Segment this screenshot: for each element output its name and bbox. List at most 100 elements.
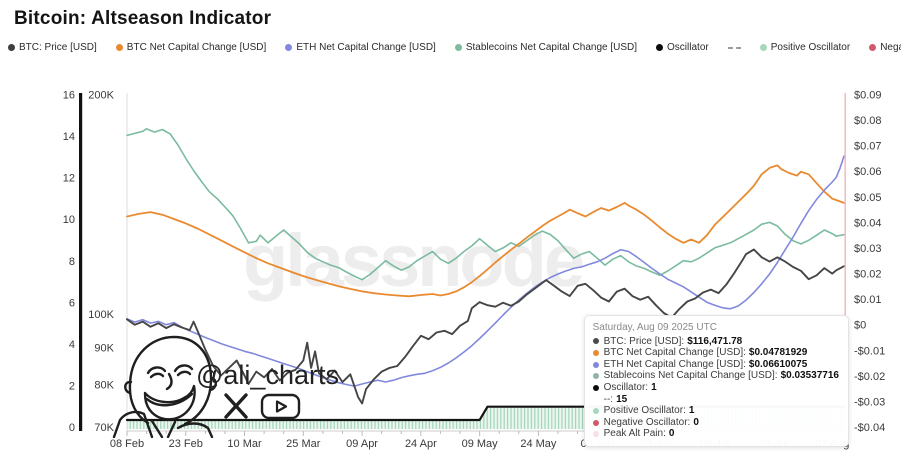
tooltip-row-value: 0 (693, 416, 699, 428)
tooltip-row: Positive Oscillator: 1 (592, 405, 839, 417)
left-axis-spine (79, 93, 83, 431)
tooltip-row-value: 1 (688, 405, 695, 417)
legend-dot-marker (759, 44, 767, 51)
legend-item-label: Oscillator (667, 42, 709, 53)
axis-tick-label: $0.09 (854, 90, 882, 102)
tooltip-row: --: 15 (593, 394, 839, 406)
axis-tick-label: -$0.04 (854, 422, 885, 434)
tooltip-row: Negative Oscillator: 0 (592, 416, 839, 429)
tooltip-row-label: Positive Oscillator: (603, 405, 686, 417)
tooltip-row-label: --: (603, 393, 614, 405)
tooltip-series-dot (592, 373, 599, 380)
ali-charts-watermark: @ali_charts (196, 360, 339, 390)
legend-dot-marker (656, 44, 664, 51)
tooltip-row: BTC Net Capital Change [USD]: $0.04781929 (592, 347, 839, 359)
tooltip-row-value: 15 (616, 393, 628, 405)
legend-item-label: BTC: Price [USD] (19, 42, 97, 53)
axis-tick-label: $0.05 (854, 192, 882, 204)
tooltip-row-value: 0 (668, 428, 675, 440)
axis-tick-label: 24 Apr (405, 438, 437, 450)
legend-item[interactable]: Negative Oscillator (869, 42, 901, 53)
axis-tick-label: 10 (63, 214, 75, 226)
legend-dot-marker (869, 44, 877, 51)
legend-item[interactable] (727, 46, 741, 49)
axis-tick-label: 24 May (520, 438, 557, 450)
axis-tick-label: $0.06 (854, 166, 882, 178)
axis-tick-label: -$0.02 (854, 371, 885, 383)
series-line (126, 128, 845, 281)
axis-tick-label: $0.02 (854, 269, 882, 281)
legend: BTC: Price [USD] BTC Net Capital Change [… (8, 42, 901, 53)
tooltip-series-dot (592, 419, 599, 426)
tooltip-row: Oscillator: 1 (592, 381, 839, 394)
axis-tick-label: 100K (88, 309, 114, 321)
legend-item[interactable]: BTC: Price [USD] (8, 42, 97, 53)
axis-tick-label: $0.07 (854, 141, 882, 153)
axis-tick-label: $0 (854, 320, 866, 332)
tooltip-row: Peak Alt Pain: 0 (592, 428, 839, 440)
tooltip-row-label: Oscillator: (603, 381, 649, 393)
tooltip-date: Saturday, Aug 09 2025 UTC (592, 322, 717, 333)
axis-tick-label: $0.08 (854, 115, 882, 127)
axis-tick-label: 4 (69, 339, 75, 351)
axis-tick-label: 14 (63, 131, 75, 143)
axis-tick-label: -$0.01 (854, 345, 885, 357)
axis-tick-label: $0.01 (854, 294, 882, 306)
tooltip-row: BTC: Price [USD]: $116,471.78 (592, 335, 839, 348)
tooltip-series-dot (592, 349, 599, 356)
axis-tick-label: 10 Mar (227, 438, 262, 450)
axis-tick-label: 80K (94, 380, 114, 392)
series-line (126, 155, 845, 387)
tooltip-series-dot (592, 338, 599, 345)
axis-tick-label: $0.04 (854, 217, 882, 229)
tooltip-series-dot (592, 384, 599, 391)
legend-dot-marker (285, 44, 293, 51)
page-title: Bitcoin: Altseason Indicator (14, 8, 272, 29)
tooltip-row: Stablecoins Net Capital Change [USD]: $0.… (592, 370, 839, 382)
axis-tick-label: 12 (63, 173, 75, 185)
legend-item[interactable]: ETH Net Capital Change [USD] (285, 42, 436, 53)
axis-tick-label: 90K (94, 342, 114, 354)
axis-tick-label: $0.03 (854, 243, 882, 255)
legend-dot-marker (8, 44, 15, 51)
tooltip-row: ETH Net Capital Change [USD]: $0.06610075 (592, 358, 839, 371)
legend-item-label: Positive Oscillator (770, 42, 851, 53)
tooltip-row-label: ETH Net Capital Change [USD]: (603, 358, 746, 370)
tooltip-row-label: BTC Net Capital Change [USD]: (603, 347, 746, 359)
tooltip-series-dot (592, 431, 599, 438)
legend-item[interactable]: BTC Net Capital Change [USD] (115, 42, 266, 53)
axis-tick-label: -$0.03 (854, 396, 885, 408)
tooltip-row-label: Negative Oscillator: (603, 416, 691, 428)
legend-item[interactable]: Stablecoins Net Capital Change [USD] (454, 42, 637, 53)
chart-tooltip: Saturday, Aug 09 2025 UTC BTC: Price [US… (583, 315, 849, 447)
series-line (126, 164, 845, 298)
axis-tick-label: 8 (69, 256, 75, 268)
tooltip-row-value: $0.06610075 (748, 358, 808, 370)
axis-tick-label: 70K (94, 422, 114, 434)
tooltip-row-value: $0.03537716 (780, 370, 839, 382)
youtube-logo-icon (260, 393, 301, 420)
tooltip-row-label: Stablecoins Net Capital Change [USD]: (603, 370, 778, 382)
axis-tick-label: 09 May (462, 438, 499, 450)
glassnode-watermark: glassnode (243, 219, 585, 302)
legend-item[interactable]: Positive Oscillator (759, 42, 851, 53)
axis-tick-label: 6 (69, 297, 75, 309)
axis-tick-label: 200K (88, 90, 114, 102)
legend-item-label: ETH Net Capital Change [USD] (296, 42, 436, 53)
axis-tick-label: 09 Apr (346, 438, 378, 450)
axis-tick-label: 16 (63, 90, 75, 102)
tooltip-row-value: $116,471.78 (687, 335, 743, 347)
axis-tick-label: 23 Feb (169, 438, 203, 450)
legend-dash-marker (727, 46, 741, 49)
legend-item[interactable]: Oscillator (656, 42, 709, 53)
legend-dot-marker (454, 44, 462, 51)
x-logo-icon (224, 393, 248, 419)
axis-tick-label: 0 (69, 422, 75, 434)
tooltip-row-label: BTC: Price [USD]: (603, 335, 685, 347)
tooltip-series-dot (592, 361, 599, 368)
meme-face-watermark (112, 335, 217, 438)
tooltip-rows: BTC: Price [USD]: $116,471.78 BTC Net Capi… (592, 335, 839, 440)
legend-dot-marker (115, 44, 123, 51)
axis-tick-label: 08 Feb (110, 438, 144, 450)
